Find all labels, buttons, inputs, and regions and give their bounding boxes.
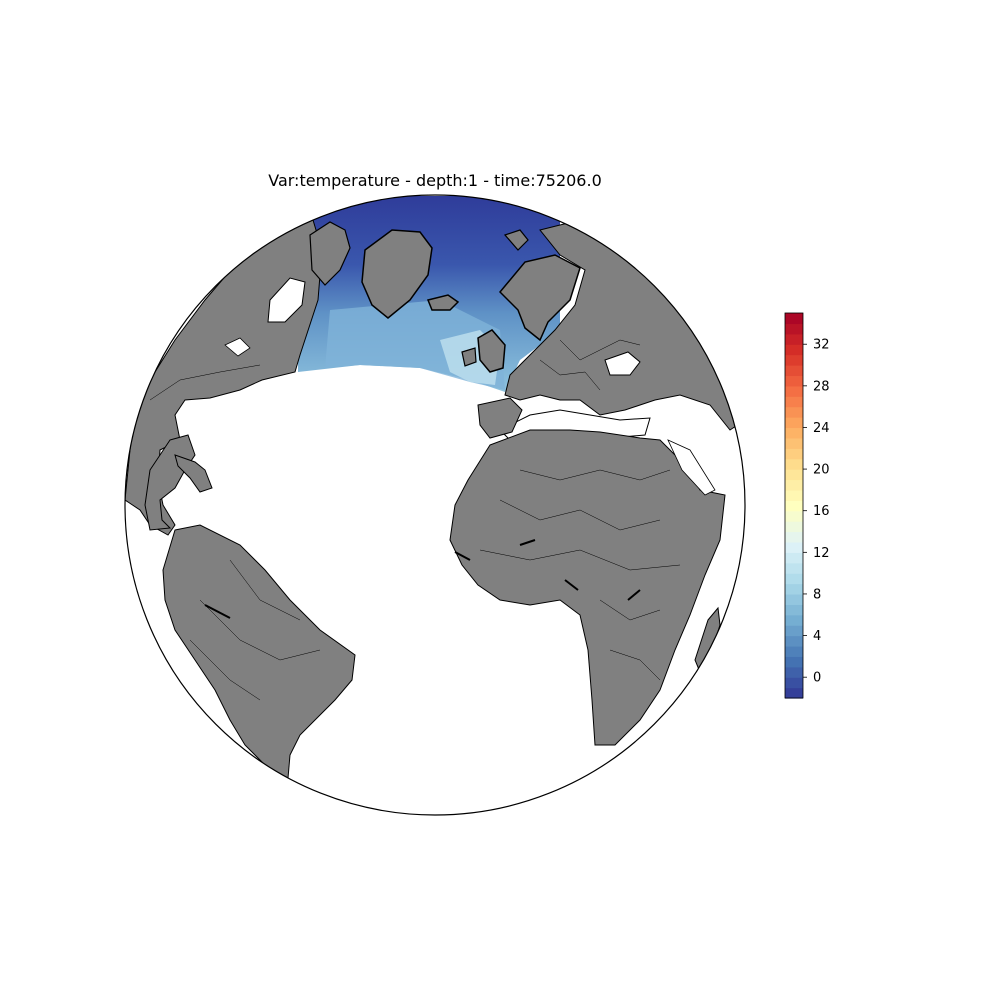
colorbar-band bbox=[785, 666, 803, 678]
iceland bbox=[426, 294, 460, 311]
colorbar-band bbox=[785, 396, 803, 408]
colorbar-band bbox=[785, 604, 803, 616]
colorbar-band bbox=[785, 375, 803, 387]
hudson-bay bbox=[267, 277, 306, 323]
colorbar-band bbox=[785, 313, 803, 325]
colorbar-band bbox=[785, 614, 803, 626]
colorbar-band bbox=[785, 489, 803, 501]
colorbar-tick-label: 20 bbox=[813, 463, 830, 478]
colorbar-band bbox=[785, 385, 803, 397]
colorbar-tick-label: 28 bbox=[813, 379, 830, 394]
africa bbox=[449, 429, 726, 746]
colorbar-tick-label: 16 bbox=[813, 504, 830, 519]
colorbar-band bbox=[785, 573, 803, 585]
globe-outline bbox=[124, 194, 746, 816]
colorbar-band bbox=[785, 510, 803, 522]
colorbar-band bbox=[785, 479, 803, 491]
colorbar-band bbox=[785, 458, 803, 470]
colorbar-band bbox=[785, 656, 803, 668]
country-borders bbox=[149, 339, 681, 701]
colorbar-band bbox=[785, 323, 803, 335]
colorbar-tick-label: 32 bbox=[813, 338, 830, 353]
british-isles bbox=[477, 329, 506, 373]
iberia bbox=[477, 397, 523, 439]
map-title: Var:temperature - depth:1 - time:75206.0 bbox=[268, 171, 602, 190]
colorbar-band bbox=[785, 521, 803, 533]
scandinavia bbox=[498, 254, 581, 342]
colorbar-band bbox=[785, 448, 803, 460]
colorbar-band bbox=[785, 677, 803, 689]
colorbar-band bbox=[785, 645, 803, 657]
greenland bbox=[361, 229, 433, 319]
colorbar-band bbox=[785, 427, 803, 439]
colorbar-band bbox=[785, 635, 803, 647]
black-sea bbox=[604, 351, 641, 376]
arctic-islands bbox=[309, 221, 351, 286]
colorbar-tick-label: 24 bbox=[813, 421, 830, 436]
colorbar-band bbox=[785, 333, 803, 345]
colorbar-band bbox=[785, 593, 803, 605]
south-america bbox=[162, 524, 356, 779]
colorbar-band bbox=[785, 500, 803, 512]
colorbar-frame bbox=[784, 312, 804, 699]
colorbar-band bbox=[785, 365, 803, 377]
colorbar-band bbox=[785, 344, 803, 356]
colorbar-band bbox=[785, 562, 803, 574]
colorbar-band bbox=[785, 354, 803, 366]
colorbar-band bbox=[785, 583, 803, 595]
colorbar-tick-label: 4 bbox=[813, 629, 821, 644]
colorbar-band bbox=[785, 625, 803, 637]
colorbar-band bbox=[785, 541, 803, 553]
colorbar-band bbox=[785, 531, 803, 543]
colorbar-band bbox=[785, 437, 803, 449]
red-sea bbox=[667, 439, 716, 496]
colorbar-band bbox=[785, 469, 803, 481]
north-america bbox=[125, 209, 323, 536]
great-lakes bbox=[224, 337, 251, 357]
ireland bbox=[461, 347, 477, 367]
colorbar-band bbox=[785, 687, 803, 699]
colorbar-tick-label: 8 bbox=[813, 587, 821, 602]
rivers-lakes bbox=[204, 539, 641, 619]
svalbard bbox=[503, 229, 529, 251]
colorbar-tick-label: 12 bbox=[813, 546, 830, 561]
colorbar-tick-label: 0 bbox=[813, 671, 821, 686]
colorbar: 0 4 8 12 16 20 24 28 32 bbox=[784, 312, 830, 699]
colorbar-band bbox=[785, 417, 803, 429]
colorbar-band bbox=[785, 406, 803, 418]
colorbar-band bbox=[785, 552, 803, 564]
caribbean-islands bbox=[174, 454, 213, 493]
